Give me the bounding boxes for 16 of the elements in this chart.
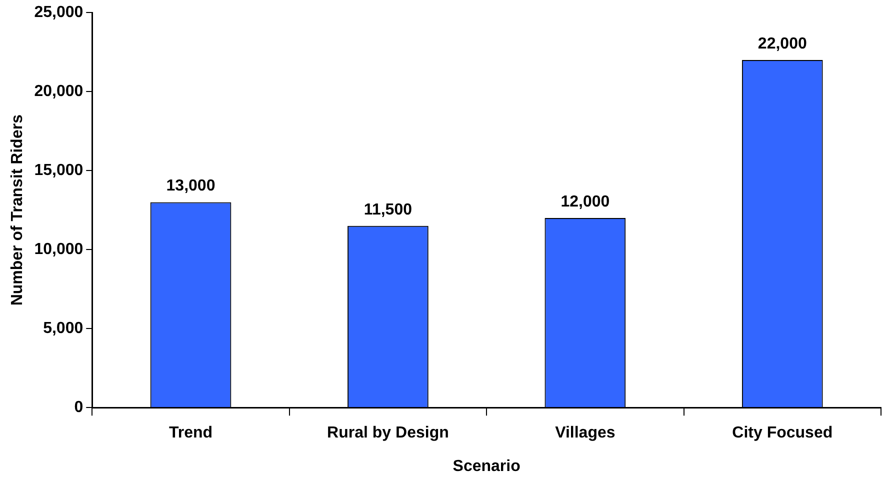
y-tick-label: 5,000 [43, 320, 84, 338]
x-axis-title: Scenario [452, 458, 521, 475]
x-tick-label: City Focused [732, 424, 833, 442]
y-tick-label: 10,000 [34, 241, 84, 258]
data-label: 11,500 [364, 201, 412, 218]
data-label: 13,000 [166, 178, 216, 195]
data-label: 12,000 [560, 193, 610, 210]
y-axis-title: Number of Transit Riders [9, 114, 26, 306]
x-tick-label: Trend [168, 424, 213, 442]
y-tick-label: 25,000 [34, 4, 84, 22]
x-tick-label: Rural by Design [327, 424, 449, 442]
x-tick-label: Villages [555, 424, 616, 442]
y-tick-label: 15,000 [34, 162, 84, 180]
y-tick-label: 20,000 [34, 83, 84, 100]
data-label: 22,000 [758, 35, 807, 52]
y-tick-label: 0 [74, 399, 84, 416]
